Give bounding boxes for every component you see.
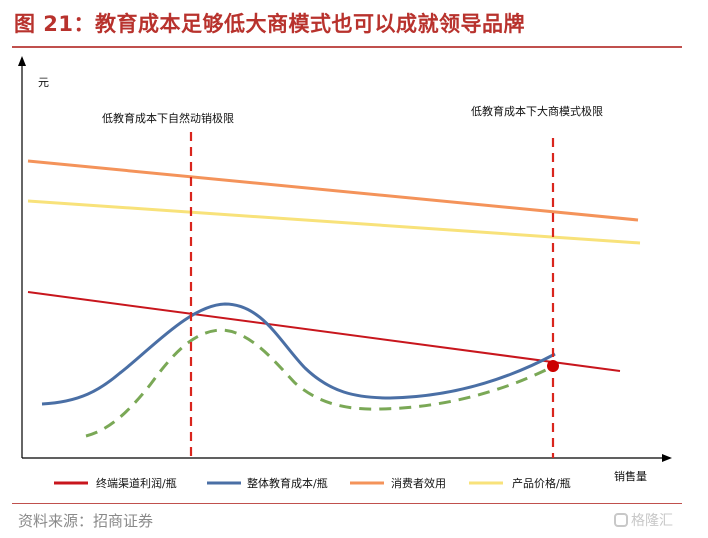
series-price-line <box>27 199 641 245</box>
source-divider <box>12 503 682 504</box>
watermark-logo-icon <box>614 513 628 527</box>
axes: 元 销售量 <box>18 56 672 483</box>
source-note: 资料来源：招商证券 <box>18 512 154 530</box>
series-layer <box>27 159 641 438</box>
legend-item-price: 产品价格/瓶 <box>469 476 571 490</box>
legend-label-education: 整体教育成本/瓶 <box>247 476 328 490</box>
legend-label-terminal: 终端渠道利润/瓶 <box>96 476 177 490</box>
x-axis-label: 销售量 <box>614 469 647 483</box>
figure-title: 图 21：教育成本足够低大商模式也可以成就领导品牌 <box>14 12 526 36</box>
watermark-text: 格隆汇 <box>631 513 673 529</box>
limit-markers: 低教育成本下自然动销极限 低教育成本下大商模式极限 <box>102 104 603 458</box>
legend-item-education: 整体教育成本/瓶 <box>207 476 328 490</box>
intersection-point <box>547 360 559 372</box>
limit1-annotation: 低教育成本下自然动销极限 <box>102 111 234 125</box>
legend-item-terminal: 终端渠道利润/瓶 <box>54 476 177 490</box>
y-axis-arrow <box>18 56 26 66</box>
y-axis-label: 元 <box>38 76 49 89</box>
x-axis-arrow <box>662 454 672 462</box>
series-terminal-line <box>27 291 621 372</box>
title-divider <box>12 46 682 48</box>
legend-label-price: 产品价格/瓶 <box>512 476 571 490</box>
series-education-curve <box>41 302 556 406</box>
series-utility-line <box>27 159 639 222</box>
legend-item-utility: 消费者效用 <box>350 476 446 490</box>
series-education-low-curve <box>85 328 553 438</box>
legend-label-utility: 消费者效用 <box>391 476 446 490</box>
legend: 终端渠道利润/瓶 整体教育成本/瓶 消费者效用 产品价格/瓶 <box>54 476 571 490</box>
limit2-annotation: 低教育成本下大商模式极限 <box>471 104 603 118</box>
watermark: 格隆汇 <box>614 510 673 530</box>
